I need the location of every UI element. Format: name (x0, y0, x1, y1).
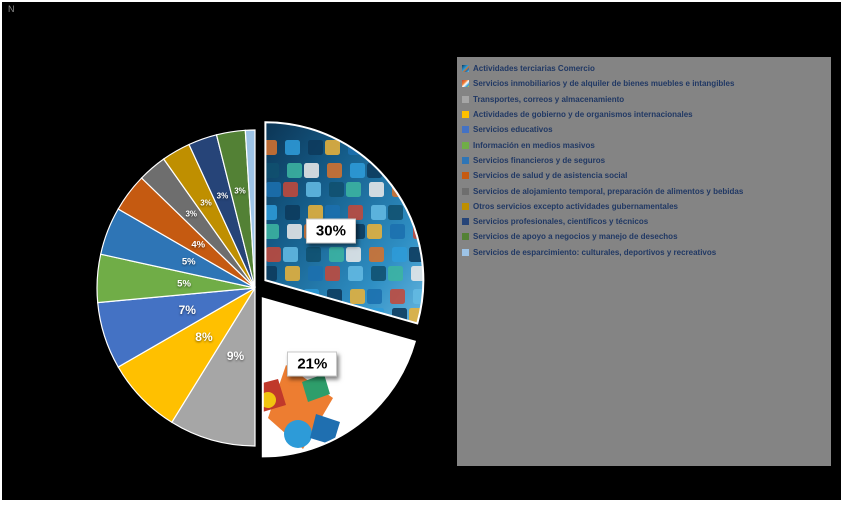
legend-label: Servicios de salud y de asistencia socia… (473, 171, 628, 181)
legend-label: Actividades terciarias Comercio (473, 64, 595, 74)
legend-label: Servicios educativos (473, 125, 553, 135)
legend-item[interactable]: Servicios inmobiliarios y de alquiler de… (462, 76, 826, 91)
pie-slice[interactable] (244, 129, 256, 289)
legend-item[interactable]: Servicios profesionales, científicos y t… (462, 214, 826, 229)
legend-swatch-icon (462, 202, 469, 210)
legend-swatch-icon (462, 65, 469, 73)
legend-swatch-icon (462, 126, 469, 134)
data-label[interactable]: 4% (191, 239, 206, 251)
legend-label: Servicios inmobiliarios y de alquiler de… (473, 79, 735, 89)
data-label[interactable]: 5% (181, 256, 196, 268)
pie-slice-picture[interactable] (250, 286, 428, 464)
legend-swatch-icon (462, 156, 469, 164)
legend: Actividades terciarias Comercio Servicios… (457, 57, 831, 466)
corner-mark: N (8, 4, 15, 14)
legend-label: Actividades de gobierno y de organismos … (473, 110, 693, 120)
legend-label: Otros servicios excepto actividades gube… (473, 201, 678, 211)
legend-label: Servicios de alojamiento temporal, prepa… (473, 186, 744, 196)
legend-swatch-icon (462, 111, 469, 119)
legend-item[interactable]: Otros servicios excepto actividades gube… (462, 199, 826, 214)
pie-slice[interactable] (170, 285, 256, 447)
legend-label: Información en medios masivos (473, 140, 595, 150)
legend-label: Servicios de apoyo a negocios y manejo d… (473, 232, 678, 242)
data-label[interactable]: 9% (226, 349, 245, 364)
legend-item[interactable]: Servicios financieros y de seguros (462, 153, 826, 168)
legend-swatch-icon (462, 172, 469, 180)
data-label[interactable]: 8% (195, 330, 213, 345)
legend-swatch-icon (462, 187, 469, 195)
legend-swatch-icon (462, 218, 469, 226)
legend-label: Servicios de esparcimiento: culturales, … (473, 247, 717, 257)
legend-item[interactable]: Servicios de apoyo a negocios y manejo d… (462, 229, 826, 244)
data-label[interactable]: 3% (185, 209, 198, 219)
data-label[interactable]: 3% (234, 186, 246, 196)
data-label[interactable]: 7% (178, 302, 196, 317)
legend-item[interactable]: Servicios educativos (462, 122, 826, 137)
legend-item[interactable]: Actividades de gobierno y de organismos … (462, 107, 826, 122)
legend-swatch-icon (462, 141, 469, 149)
legend-swatch-icon (462, 248, 469, 256)
data-label[interactable]: 3% (200, 198, 212, 208)
legend-label: Transportes, correos y almacenamiento (473, 94, 625, 104)
data-label[interactable]: 5% (177, 278, 191, 290)
legend-item[interactable]: Servicios de salud y de asistencia socia… (462, 168, 826, 183)
legend-swatch-icon (462, 95, 469, 103)
legend-label: Servicios financieros y de seguros (473, 155, 606, 165)
legend-item[interactable]: Actividades terciarias Comercio (462, 61, 826, 76)
data-label[interactable]: 30% (305, 218, 356, 244)
data-label[interactable]: 21% (287, 351, 338, 377)
legend-swatch-icon (462, 233, 469, 241)
legend-item[interactable]: Información en medios masivos (462, 137, 826, 152)
legend-item[interactable]: Transportes, correos y almacenamiento (462, 92, 826, 107)
legend-swatch-icon (462, 80, 469, 88)
pie-slice-outline (264, 121, 425, 325)
data-label[interactable]: 3% (216, 191, 229, 201)
legend-item[interactable]: Servicios de alojamiento temporal, prepa… (462, 183, 826, 198)
legend-label: Servicios profesionales, científicos y t… (473, 217, 649, 227)
legend-item[interactable]: Servicios de esparcimiento: culturales, … (462, 245, 826, 260)
pie-slice-outline (261, 297, 417, 458)
